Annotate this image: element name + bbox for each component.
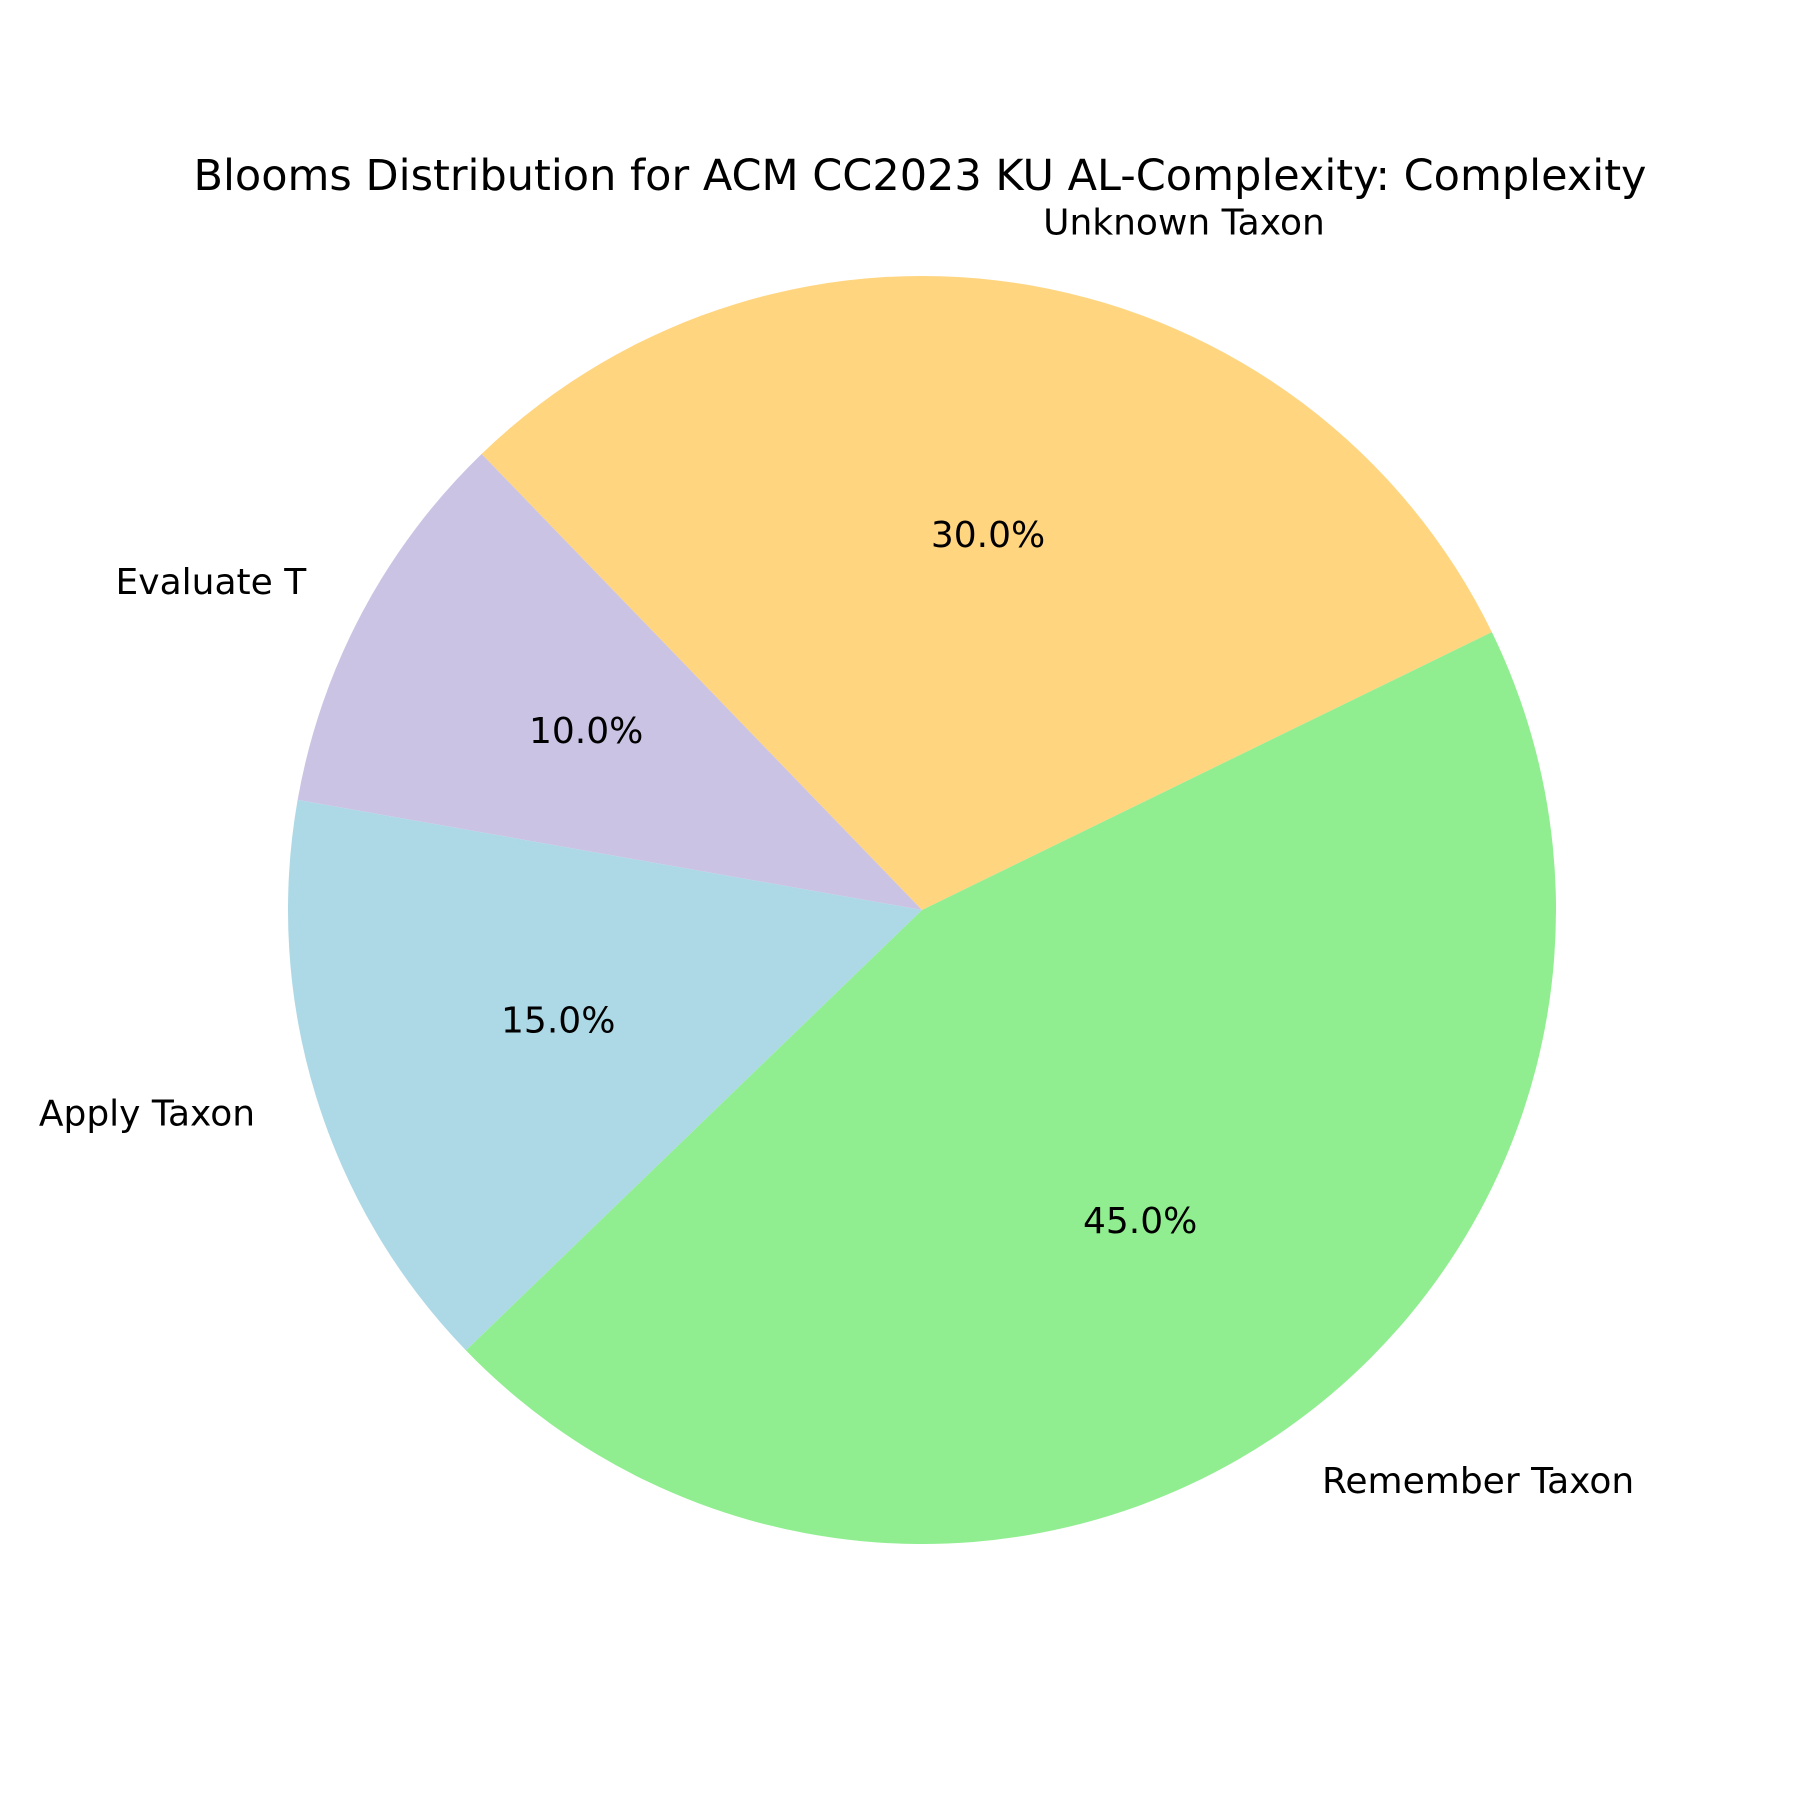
slice-label: Unknown Taxon [1043, 203, 1325, 244]
pie-slice-unknown-taxon [481, 275, 1492, 910]
pct-label: 15.0% [501, 1001, 615, 1042]
pct-label: 10.0% [529, 711, 643, 752]
slice-label: Remember Taxon [1322, 1461, 1634, 1502]
slice-label: Evaluate T [116, 562, 308, 603]
slice-label: Apply Taxon [39, 1093, 255, 1134]
pie-slice-apply-taxon [287, 799, 923, 1351]
pie-labels: 30.0% Unknown Taxon 10.0% Evaluate T 15.0% Ap… [39, 203, 1634, 1502]
pct-label: 30.0% [931, 515, 1045, 556]
chart-title: Blooms Distribution for ACM CC2023 KU AL… [193, 151, 1646, 201]
pie-slice-remember-taxon [465, 632, 1557, 1545]
pie-slices [287, 275, 1557, 1545]
pie-slice-evaluate-t [297, 453, 922, 910]
pct-label: 45.0% [1083, 1201, 1197, 1242]
